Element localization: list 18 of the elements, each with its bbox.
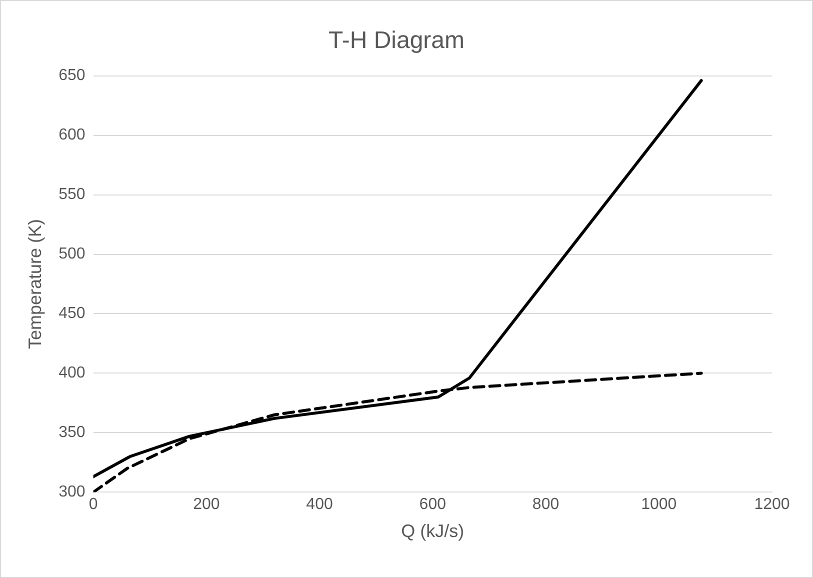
y-axis-title: Temperature (K) <box>24 218 45 350</box>
y-tick-label: 400 <box>58 364 86 382</box>
y-tick-label: 300 <box>58 484 86 501</box>
x-tick-label: 400 <box>306 496 333 514</box>
chart-title: T-H Diagram <box>328 27 465 54</box>
x-tick-label: 1000 <box>641 496 677 514</box>
x-tick-label: 800 <box>532 496 560 514</box>
y-tick-label: 650 <box>58 67 86 84</box>
y-tick-label: 500 <box>58 246 86 263</box>
x-tick-label: 600 <box>419 496 446 514</box>
x-tick-label: 200 <box>193 496 220 514</box>
x-tick-label: 1200 <box>754 496 790 514</box>
x-axis-title: Q (kJ/s) <box>401 521 464 542</box>
y-tick-label: 450 <box>58 305 86 322</box>
y-tick-label: 350 <box>58 424 86 442</box>
y-tick-label: 600 <box>58 126 86 144</box>
y-tick-label: 550 <box>58 186 86 204</box>
x-tick-label: 0 <box>88 496 98 514</box>
